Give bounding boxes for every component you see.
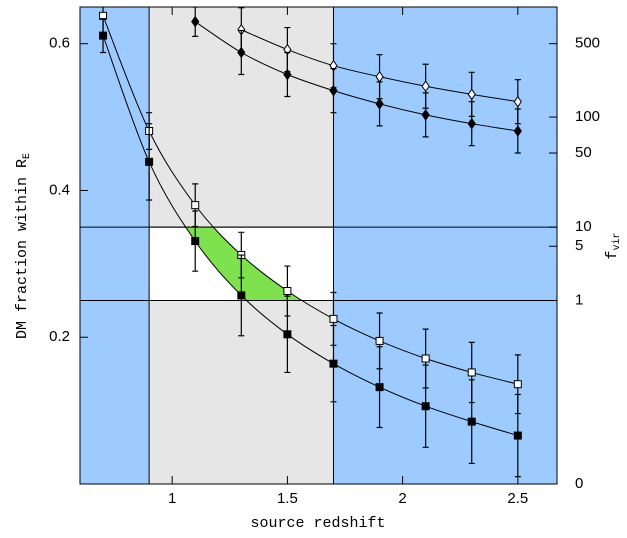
data-point xyxy=(513,380,522,389)
background-layer xyxy=(80,7,557,484)
data-point xyxy=(237,46,246,59)
plot-content xyxy=(99,7,522,478)
data-point xyxy=(513,431,522,440)
y2-tick-label: 5 xyxy=(575,237,583,254)
plot-frame xyxy=(79,6,558,485)
x-tick-label: 2.5 xyxy=(507,490,528,507)
y2-tick-label: 500 xyxy=(575,35,600,52)
data-point xyxy=(99,31,108,40)
y2-tick-label: 1 xyxy=(575,292,583,309)
data-point xyxy=(467,417,476,426)
y-axis-label: DM fraction within RE xyxy=(14,153,33,339)
data-point xyxy=(467,88,476,101)
y2-tick-label: 10 xyxy=(575,218,592,235)
data-point xyxy=(237,291,246,300)
data-point xyxy=(145,157,154,166)
data-point xyxy=(421,80,430,93)
allowed-region xyxy=(185,227,302,301)
data-point xyxy=(329,359,338,368)
data-point xyxy=(467,117,476,130)
data-point xyxy=(283,68,292,81)
data-point xyxy=(375,336,384,345)
model-curve xyxy=(194,21,518,132)
data-point xyxy=(467,368,476,377)
data-point xyxy=(421,354,430,363)
data-point xyxy=(513,125,522,137)
data-point xyxy=(191,237,200,246)
data-point xyxy=(283,330,292,339)
y-axis-label-sub: E xyxy=(22,153,33,159)
y2-tick-label: 50 xyxy=(575,144,592,161)
y2-axis-label-sub: vir xyxy=(611,232,623,250)
data-point xyxy=(375,97,384,110)
data-point xyxy=(191,15,200,28)
y2-tick-label: 0 xyxy=(575,475,583,492)
data-point xyxy=(329,314,338,323)
x-axis-label: source redshift xyxy=(250,515,385,532)
data-point xyxy=(283,286,292,295)
x-tick-label: 2 xyxy=(398,490,406,507)
data-point xyxy=(375,383,384,392)
data-point xyxy=(421,109,430,121)
y2-tick-label: 100 xyxy=(575,108,600,125)
y2-axis-label: fvir xyxy=(604,232,623,259)
data-point xyxy=(421,402,430,411)
x-tick-label: 1.5 xyxy=(277,490,298,507)
data-point xyxy=(329,84,338,97)
y2-axis-label-main: f xyxy=(604,251,621,260)
x-tick-label: 1 xyxy=(168,490,176,507)
data-point xyxy=(513,95,522,108)
y-tick-label: 0.4 xyxy=(49,181,70,198)
data-point xyxy=(191,201,200,210)
y-axis-label-main: DM fraction within R xyxy=(14,159,31,339)
y-tick-label: 0.2 xyxy=(49,328,70,345)
y-tick-label: 0.6 xyxy=(49,35,70,52)
